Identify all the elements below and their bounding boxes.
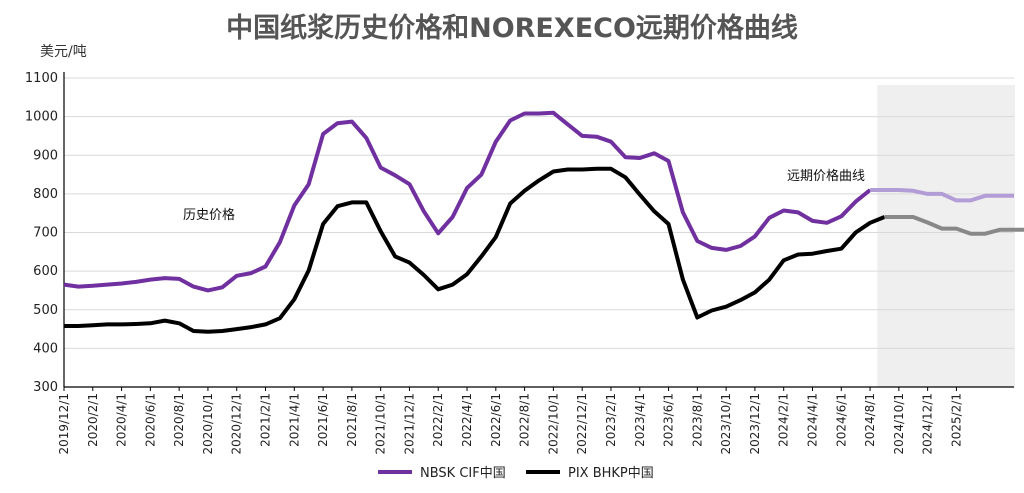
x-tick-label: 2022/4/1: [460, 393, 474, 447]
y-tick-label: 600: [33, 264, 58, 279]
x-tick-label: 2024/4/1: [805, 393, 819, 447]
x-tick-label: 2021/2/1: [259, 393, 273, 447]
x-tick-label: 2023/10/1: [719, 393, 733, 455]
x-tick-label: 2021/4/1: [287, 393, 301, 447]
nbsk-historical-line: [63, 110, 872, 293]
x-tick-label: 2023/12/1: [748, 393, 762, 455]
x-tick-label: 2021/8/1: [345, 393, 359, 447]
x-tick-label: 2022/10/1: [546, 393, 560, 455]
pix-forward-line: [884, 215, 1024, 236]
forward-period-shade: [877, 85, 1015, 387]
forward-annotation: 远期价格曲线: [787, 168, 865, 184]
legend-label-nbsk: NBSK CIF中国: [420, 466, 506, 481]
historical-annotation: 历史价格: [183, 207, 235, 223]
x-tick-label: 2022/6/1: [489, 393, 503, 447]
x-tick-label: 2024/12/1: [921, 393, 935, 455]
y-tick-label: 1000: [25, 110, 58, 125]
gridlines: [64, 77, 1014, 349]
x-tick-label: 2020/8/1: [172, 393, 186, 447]
series-lines: [63, 110, 1024, 334]
x-tick-label: 2021/10/1: [374, 393, 388, 455]
x-tick-label: 2019/12/1: [57, 393, 71, 455]
y-tick-label: 1100: [25, 71, 58, 86]
y-tick-label: 900: [33, 148, 58, 163]
nbsk-forward-line: [870, 188, 1014, 203]
legend: NBSK CIF中国 PIX BHKP中国: [378, 466, 654, 481]
y-tick-label: 500: [33, 303, 58, 318]
chart-title: 中国纸浆历史价格和NOREXECO远期价格曲线: [226, 12, 798, 44]
x-tick-label: 2022/8/1: [518, 393, 532, 447]
x-tick-label: 2024/2/1: [777, 393, 791, 447]
x-tick-label: 2023/8/1: [690, 393, 704, 447]
x-tick-labels: 2019/12/1 2020/2/1 2020/4/1 2020/6/1 2020/8/…: [57, 393, 963, 455]
x-tick-label: 2023/4/1: [633, 393, 647, 447]
x-tick-label: 2020/10/1: [201, 393, 215, 455]
x-tick-label: 2021/6/1: [316, 393, 330, 447]
x-tick-label: 2023/2/1: [604, 393, 618, 447]
y-tick-label: 800: [33, 187, 58, 202]
y-tick-label: 300: [33, 380, 58, 395]
y-axis-unit: 美元/吨: [40, 44, 87, 60]
y-tick-label: 400: [33, 341, 58, 356]
legend-label-pix: PIX BHKP中国: [568, 466, 654, 481]
x-tick-label: 2020/6/1: [143, 393, 157, 447]
x-tick-label: 2024/10/1: [892, 393, 906, 455]
y-tick-label: 700: [33, 226, 58, 241]
x-tick-label: 2020/2/1: [86, 393, 100, 447]
x-tick-label: 2022/2/1: [431, 393, 445, 447]
y-tick-labels: 300 400 500 600 700 800 900 1000 1100: [25, 71, 58, 395]
x-tick-label: 2020/4/1: [115, 393, 129, 447]
x-tick-label: 2024/6/1: [834, 393, 848, 447]
x-tick-label: 2024/8/1: [863, 393, 877, 447]
pix-historical-line: [64, 166, 886, 334]
x-tick-label: 2021/12/1: [402, 393, 416, 455]
x-tick-label: 2022/12/1: [575, 393, 589, 455]
x-tick-label: 2020/12/1: [230, 393, 244, 455]
x-tick-label: 2023/6/1: [662, 393, 676, 447]
axes: [63, 72, 1014, 391]
x-tick-label: 2025/2/1: [949, 393, 963, 447]
